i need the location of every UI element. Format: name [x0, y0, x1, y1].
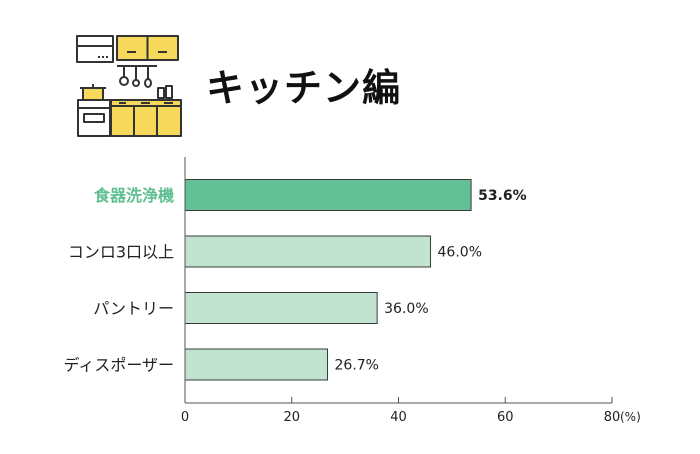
x-tick-label-3: 60 [497, 410, 514, 425]
page-title: キッチン編 [206, 66, 402, 110]
value-label-0: 53.6% [478, 188, 527, 204]
bars-group [184, 179, 472, 381]
category-label-1: コンロ3口以上 [68, 243, 174, 262]
x-tick-label-4: 80 [604, 410, 621, 425]
x-tick-label-1: 20 [283, 410, 300, 425]
category-label-0: 食器洗浄機 [93, 186, 174, 205]
value-label-1: 46.0% [438, 245, 482, 261]
bar-2 [184, 292, 378, 324]
value-label-3: 26.7% [335, 358, 379, 374]
bar-0 [184, 179, 472, 211]
bar-1 [184, 235, 432, 268]
bar-3 [184, 348, 329, 381]
value-labels-group: 53.6% 46.0% 36.0% 26.7% [335, 188, 527, 374]
tick-labels-group: 0 20 40 60 80 (%) [181, 397, 641, 425]
x-unit-label: (%) [620, 410, 641, 424]
category-label-2: パントリー [93, 299, 174, 318]
x-tick-label-2: 40 [390, 410, 407, 425]
x-tick-label-0: 0 [181, 410, 189, 425]
value-label-2: 36.0% [384, 301, 428, 317]
category-label-3: ディスポーザー [63, 356, 174, 375]
